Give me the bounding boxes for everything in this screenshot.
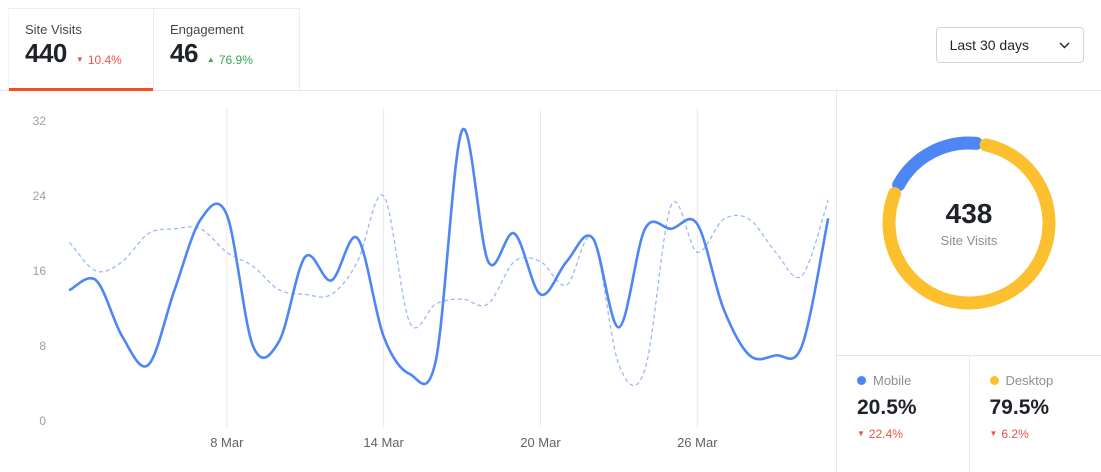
line-chart-svg: 8 Mar 14 Mar 20 Mar 26 Mar 0 8 16 24 32: [33, 109, 830, 450]
engagement-delta-value: 76.9%: [218, 53, 253, 67]
site-visits-value: 440: [25, 38, 67, 68]
mobile-dot-icon: [857, 376, 866, 385]
date-range-select[interactable]: Last 30 days: [935, 27, 1084, 63]
svg-text:20 Mar: 20 Mar: [520, 435, 561, 450]
kpi-tabs: Site Visits 440 ▼ 10.4% Engagement 46 ▲ …: [8, 8, 300, 91]
donut-label: Site Visits: [940, 233, 998, 248]
device-breakdown: Mobile 20.5% ▼ 22.4% Desktop 79.5%: [837, 355, 1101, 472]
down-triangle-icon: ▼: [75, 55, 84, 64]
svg-text:0: 0: [39, 414, 46, 428]
line-chart: 8 Mar 14 Mar 20 Mar 26 Mar 0 8 16 24 32: [0, 91, 836, 472]
engagement-value: 46: [170, 38, 198, 68]
donut-chart: 438 Site Visits: [837, 91, 1101, 355]
site-visits-delta: ▼ 10.4%: [76, 53, 122, 67]
svg-text:8: 8: [39, 339, 46, 353]
tab-engagement-label: Engagement: [170, 22, 244, 37]
down-triangle-icon: ▼: [989, 429, 998, 438]
tab-engagement-value-row: 46 ▲ 76.9%: [170, 38, 277, 69]
tab-site-visits[interactable]: Site Visits 440 ▼ 10.4%: [8, 8, 154, 91]
breakdown-mobile: Mobile 20.5% ▼ 22.4%: [837, 356, 969, 472]
breakdown-desktop-header: Desktop: [989, 373, 1101, 388]
down-triangle-icon: ▼: [857, 429, 865, 438]
breakdown-mobile-header: Mobile: [857, 373, 969, 388]
breakdown-desktop: Desktop 79.5% ▼ 6.2%: [968, 356, 1101, 472]
svg-text:24: 24: [33, 189, 47, 203]
mobile-percent: 20.5%: [857, 396, 917, 419]
desktop-label: Desktop: [1005, 373, 1054, 388]
svg-text:8 Mar: 8 Mar: [210, 435, 244, 450]
mobile-delta: ▼ 22.4%: [857, 427, 969, 441]
header: Site Visits 440 ▼ 10.4% Engagement 46 ▲ …: [0, 0, 1101, 91]
engagement-delta: ▲ 76.9%: [207, 53, 253, 67]
mobile-label: Mobile: [873, 373, 912, 388]
mobile-delta-value: 22.4%: [868, 427, 903, 441]
svg-text:32: 32: [33, 114, 47, 128]
donut-total: 438: [945, 198, 993, 229]
site-visits-delta-value: 10.4%: [87, 53, 122, 67]
tab-engagement[interactable]: Engagement 46 ▲ 76.9%: [154, 8, 300, 90]
svg-text:16: 16: [33, 264, 47, 278]
desktop-percent: 79.5%: [989, 396, 1050, 419]
date-range-label: Last 30 days: [949, 37, 1029, 53]
device-panel: 438 Site Visits Mobile 20.5% ▼ 22.4%: [836, 91, 1101, 472]
donut-center: 438 Site Visits: [941, 198, 998, 248]
svg-text:14 Mar: 14 Mar: [363, 435, 404, 450]
desktop-dot-icon: [989, 376, 999, 385]
tab-site-visits-label: Site Visits: [25, 22, 82, 37]
svg-text:26 Mar: 26 Mar: [677, 435, 718, 450]
up-triangle-icon: ▲: [206, 55, 215, 64]
tab-site-visits-value-row: 440 ▼ 10.4%: [25, 38, 131, 69]
donut-svg: [882, 136, 1056, 310]
main-content: 8 Mar 14 Mar 20 Mar 26 Mar 0 8 16 24 32 438 Site…: [0, 91, 1101, 472]
desktop-delta-value: 6.2%: [1001, 427, 1029, 441]
chevron-down-icon: [1059, 42, 1070, 49]
desktop-delta: ▼ 6.2%: [990, 427, 1101, 441]
